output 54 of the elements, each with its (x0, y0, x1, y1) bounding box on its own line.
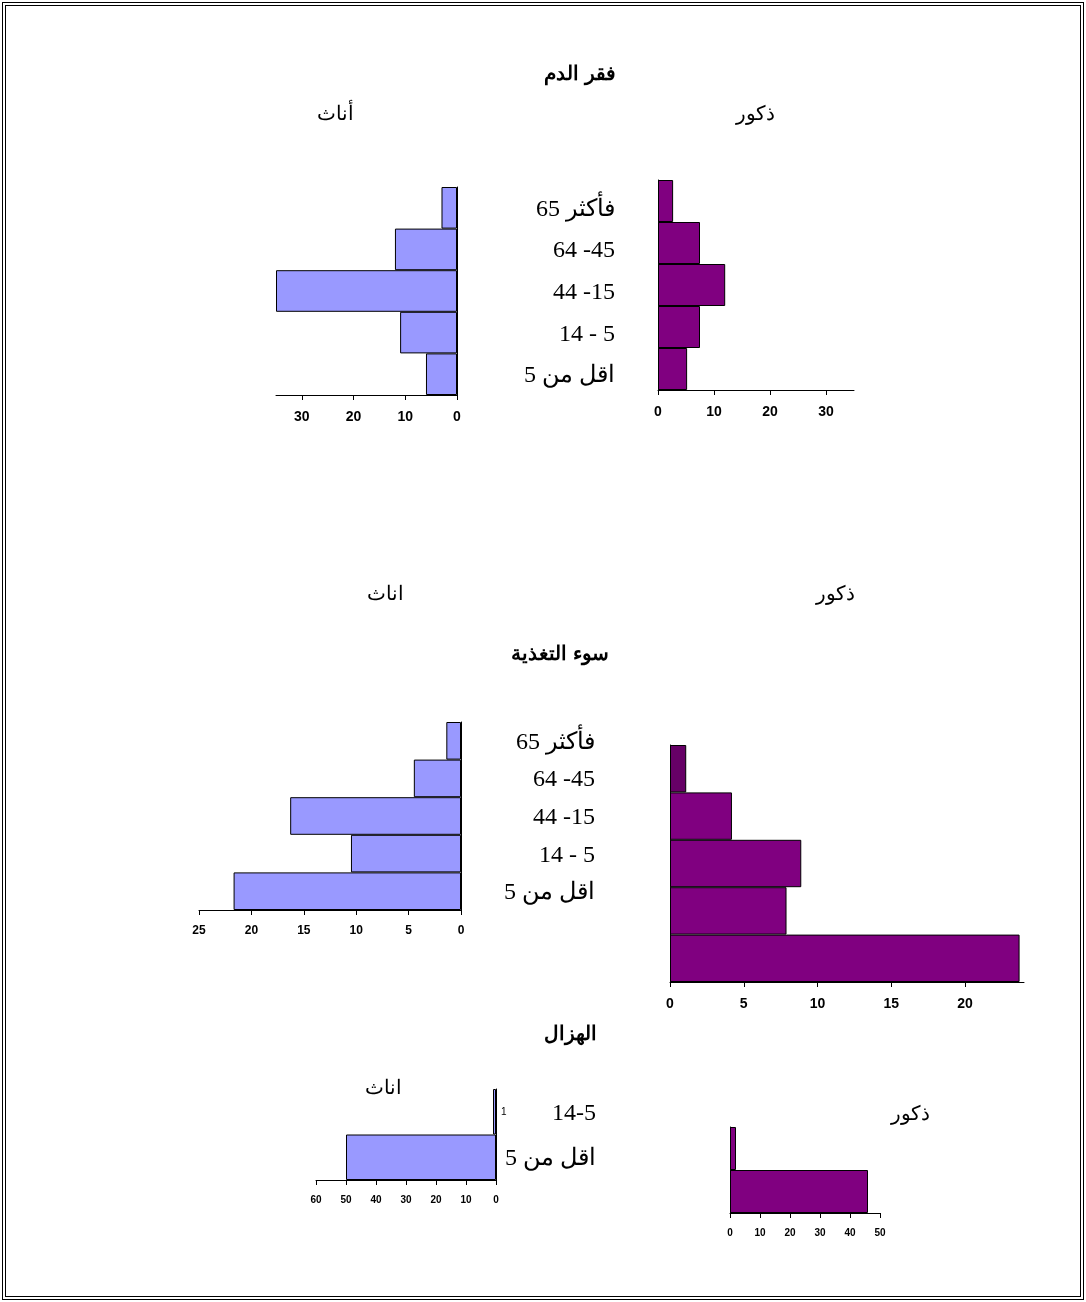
x-tick-label: 40 (844, 1226, 856, 1238)
x-tick-label: 20 (345, 408, 362, 424)
text: سوء التغذية (511, 642, 609, 666)
chart-subtitle: ذكور (814, 582, 855, 605)
x-tick-label: 0 (453, 408, 462, 424)
x-tick-label: 30 (400, 1193, 412, 1205)
y-tick-label: 44 -15 (533, 803, 595, 829)
x-tick-label: 50 (874, 1226, 886, 1238)
x-tick-label: 40 (370, 1193, 382, 1205)
x-tick-label: 10 (809, 995, 826, 1011)
y-tick-label: 64 -45 (553, 236, 615, 263)
text: فقر الدم (544, 62, 616, 86)
x-tick-label: 0 (727, 1226, 734, 1238)
text: الهزال (543, 1022, 597, 1046)
chart-subtitle: اناث (364, 1076, 402, 1098)
x-tick-label: 30 (814, 1226, 826, 1238)
x-tick-label: 0 (654, 403, 663, 419)
x-tick-label: 10 (397, 408, 414, 424)
x-tick-label: 60 (310, 1193, 322, 1205)
y-tick-label: اقل من 5 (504, 878, 595, 906)
y-tick-label: 14 - 5 (559, 319, 615, 346)
x-tick-label: 20 (430, 1193, 442, 1205)
y-tick-label: 44 -15 (553, 278, 615, 304)
x-tick-label: 5 (405, 923, 413, 937)
y-tick-label: 14 - 5 (539, 840, 595, 867)
x-tick-label: 20 (784, 1226, 796, 1238)
y-tick-label: اقل من 5 (505, 1144, 596, 1172)
chart-subtitle: أناث (316, 99, 354, 124)
x-tick-label: 5 (739, 995, 748, 1011)
chart-subtitle: ذكور (889, 1102, 930, 1125)
x-tick-label: 10 (706, 403, 722, 419)
x-tick-label: 20 (244, 923, 259, 937)
chart-subtitle: اناث (366, 582, 404, 604)
x-tick-label: 50 (340, 1193, 352, 1205)
y-tick-label: 65 فأكثر (516, 723, 595, 755)
x-tick-label: 20 (957, 995, 973, 1011)
x-tick-label: 30 (818, 403, 834, 419)
x-tick-label: 10 (349, 923, 364, 937)
y-tick-label: 65 فأكثر (536, 190, 615, 222)
x-tick-label: 15 (297, 923, 311, 937)
x-tick-label: 25 (192, 923, 206, 937)
x-tick-label: 10 (460, 1193, 472, 1205)
x-tick-label: 15 (883, 995, 900, 1011)
x-tick-label: 0 (493, 1193, 500, 1205)
data-label: 1 (501, 1106, 507, 1118)
y-tick-label: 64 -45 (533, 765, 595, 792)
x-tick-label: 10 (754, 1226, 766, 1238)
x-tick-label: 30 (294, 408, 310, 424)
x-tick-label: 0 (666, 995, 675, 1011)
chart-subtitle: ذكور (734, 102, 775, 125)
y-tick-label: 14-5 (552, 1098, 596, 1125)
x-tick-label: 0 (457, 923, 465, 937)
y-tick-label: اقل من 5 (524, 361, 615, 389)
x-tick-label: 20 (762, 403, 778, 419)
